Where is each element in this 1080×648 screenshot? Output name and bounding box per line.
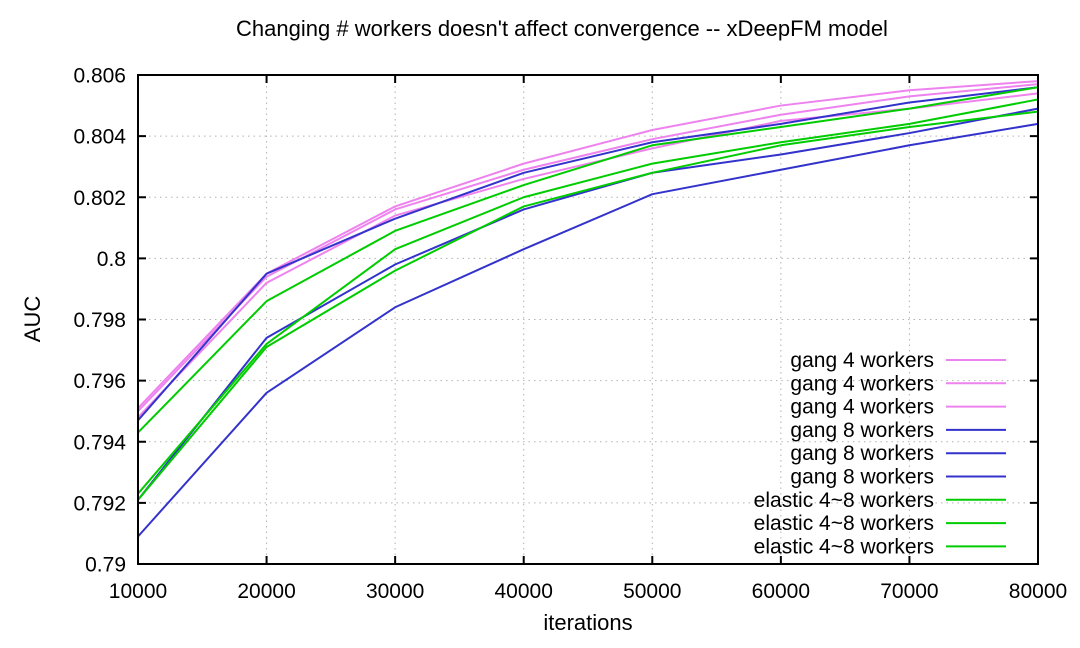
legend-item: gang 4 workers [790, 372, 1006, 395]
y-tick-label: 0.79 [85, 554, 126, 577]
y-tick-label: 0.798 [73, 309, 126, 332]
legend-item: elastic 4~8 workers [754, 535, 1006, 558]
series-line-elastic-4-8-workers-9 [137, 110, 1039, 501]
legend-item: gang 4 workers [790, 396, 1006, 419]
chart-title: Changing # workers doesn't affect conver… [236, 16, 888, 41]
tick-label-layer: 10000 20000 30000 40000 50000 60000 70000 80000… [73, 65, 1067, 604]
x-tick-label: 10000 [109, 580, 167, 603]
legend-item: gang 8 workers [790, 419, 1006, 442]
legend-label: elastic 4~8 workers [754, 512, 934, 535]
x-tick-label: 20000 [237, 580, 295, 603]
series-line-gang-4-workers-1 [137, 80, 1039, 409]
legend-label: gang 4 workers [790, 349, 934, 372]
x-tick-label: 80000 [1009, 580, 1067, 603]
legend-label: elastic 4~8 workers [754, 535, 934, 558]
series-layer [137, 80, 1039, 538]
y-tick-label: 0.796 [73, 370, 126, 393]
legend-item: gang 8 workers [790, 442, 1006, 465]
y-tick-label: 0.792 [73, 492, 126, 515]
legend-label: gang 4 workers [790, 396, 934, 419]
legend-label: gang 8 workers [790, 466, 934, 489]
y-tick-label: 0.806 [73, 65, 126, 88]
series-line-gang-8-workers-4 [137, 86, 1039, 422]
x-tick-label: 60000 [752, 580, 810, 603]
x-tick-label: 50000 [623, 580, 681, 603]
legend-item: gang 4 workers [790, 349, 1006, 372]
series-line-elastic-4-8-workers-8 [137, 98, 1039, 495]
y-axis-label: AUC [20, 296, 45, 343]
legend-item: elastic 4~8 workers [754, 512, 1006, 535]
series-line-gang-8-workers-6 [137, 122, 1039, 538]
y-tick-label: 0.794 [73, 431, 126, 454]
y-tick-label: 0.804 [73, 126, 126, 149]
y-tick-label: 0.8 [97, 248, 126, 271]
legend-label: elastic 4~8 workers [754, 489, 934, 512]
series-line-gang-8-workers-5 [137, 107, 1039, 501]
y-tick-label: 0.802 [73, 187, 126, 210]
x-axis-label: iterations [543, 610, 632, 635]
tick-layer [137, 74, 1039, 565]
legend-item: elastic 4~8 workers [754, 489, 1006, 512]
legend-label: gang 4 workers [790, 372, 934, 395]
legend-item: gang 8 workers [790, 466, 1006, 489]
x-tick-label: 40000 [495, 580, 553, 603]
x-tick-label: 70000 [880, 580, 938, 603]
series-line-gang-4-workers-3 [137, 92, 1039, 418]
series-line-elastic-4-8-workers-7 [137, 86, 1039, 434]
legend-label: gang 8 workers [790, 419, 934, 442]
legend-label: gang 8 workers [790, 442, 934, 465]
x-tick-label: 30000 [366, 580, 424, 603]
